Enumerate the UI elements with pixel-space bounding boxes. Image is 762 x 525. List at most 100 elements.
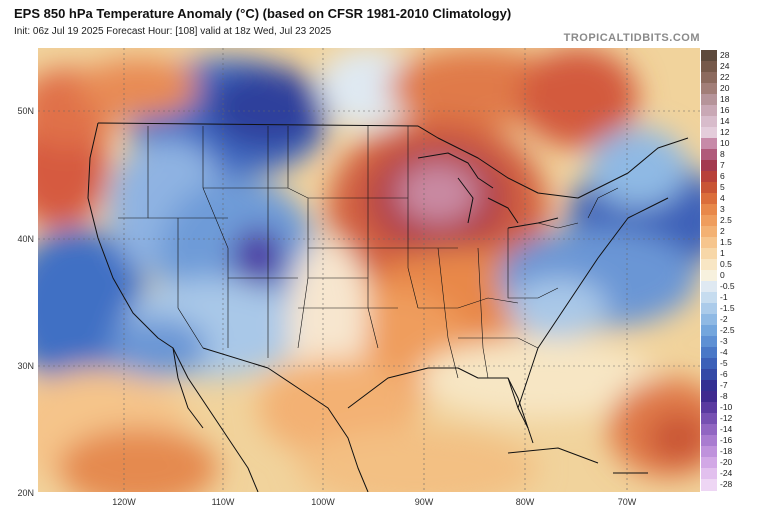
colorbar-swatch — [701, 171, 717, 183]
colorbar-label: -2.5 — [720, 325, 735, 335]
colorbar-swatch — [701, 160, 717, 172]
colorbar-label: -7 — [720, 380, 728, 390]
colorbar-swatch — [701, 94, 717, 106]
colorbar-label: 3 — [720, 204, 725, 214]
anomaly-map — [38, 48, 700, 492]
colorbar-swatch — [701, 193, 717, 205]
colorbar-swatch — [701, 336, 717, 348]
colorbar-swatch — [701, 314, 717, 326]
lon-label-70w: 70W — [617, 497, 637, 507]
colorbar-swatch — [701, 50, 717, 62]
colorbar-swatch — [701, 457, 717, 469]
colorbar-label: -1.5 — [720, 303, 735, 313]
colorbar-label: 1 — [720, 248, 725, 258]
colorbar-label: -5 — [720, 358, 728, 368]
colorbar-swatch — [701, 303, 717, 315]
colorbar-label: -2 — [720, 314, 728, 324]
colorbar-swatch — [701, 369, 717, 381]
colorbar-swatch — [701, 226, 717, 238]
map-subtitle: Init: 06z Jul 19 2025 Forecast Hour: [10… — [14, 26, 332, 37]
colorbar-label: -10 — [720, 402, 733, 412]
colorbar-label: -1 — [720, 292, 728, 302]
colorbar-swatch — [701, 72, 717, 84]
colorbar-swatch — [701, 435, 717, 447]
lon-label-90w: 90W — [414, 497, 434, 507]
colorbar-swatch — [701, 281, 717, 293]
graticule — [38, 48, 700, 492]
colorbar-swatch — [701, 259, 717, 271]
colorbar-label: 18 — [720, 94, 730, 104]
colorbar-label: -6 — [720, 369, 728, 379]
colorbar-swatch — [701, 237, 717, 249]
colorbar-label: 24 — [720, 61, 730, 71]
colorbar-label: 4 — [720, 193, 725, 203]
colorbar-label: 0 — [720, 270, 725, 280]
coastlines — [87, 122, 689, 492]
colorbar-swatch — [701, 292, 717, 304]
brand-watermark: TROPICALTIDBITS.COM — [563, 32, 700, 44]
state-borders — [118, 126, 619, 379]
colorbar-label: 16 — [720, 105, 730, 115]
colorbar-label: -24 — [720, 468, 733, 478]
colorbar-label: -8 — [720, 391, 728, 401]
colorbar-swatch — [701, 358, 717, 370]
colorbar-label: 1.5 — [720, 237, 732, 247]
colorbar-swatch — [701, 380, 717, 392]
colorbar-label: 22 — [720, 72, 730, 82]
colorbar-label: 2.5 — [720, 215, 732, 225]
colorbar-swatch — [701, 204, 717, 216]
colorbar-label: 10 — [720, 138, 730, 148]
colorbar-swatch — [701, 149, 717, 161]
colorbar-label: 7 — [720, 160, 725, 170]
colorbar-swatch — [701, 347, 717, 359]
lat-label-20n: 20N — [17, 488, 34, 498]
lat-label-50n: 50N — [17, 106, 34, 116]
colorbar-swatch — [701, 116, 717, 128]
map-title: EPS 850 hPa Temperature Anomaly (°C) (ba… — [14, 6, 512, 21]
colorbar-label: 28 — [720, 50, 730, 60]
lat-label-40n: 40N — [17, 234, 34, 244]
colorbar-label: -16 — [720, 435, 733, 445]
lon-label-100w: 100W — [311, 497, 335, 507]
lon-label-80w: 80W — [515, 497, 535, 507]
colorbar — [701, 50, 717, 491]
lon-label-110w: 110W — [211, 497, 235, 507]
colorbar-label: 12 — [720, 127, 730, 137]
colorbar-label: -20 — [720, 457, 733, 467]
colorbar-swatch — [701, 61, 717, 73]
colorbar-swatch — [701, 391, 717, 403]
colorbar-swatch — [701, 127, 717, 139]
colorbar-swatch — [701, 83, 717, 95]
anomaly-field — [38, 48, 700, 492]
colorbar-label: 5 — [720, 182, 725, 192]
colorbar-swatch — [701, 138, 717, 150]
colorbar-label: 2 — [720, 226, 725, 236]
colorbar-label: -18 — [720, 446, 733, 456]
colorbar-swatch — [701, 105, 717, 117]
colorbar-label: -14 — [720, 424, 733, 434]
colorbar-label: 0.5 — [720, 259, 732, 269]
colorbar-label: -4 — [720, 347, 728, 357]
colorbar-label: -12 — [720, 413, 733, 423]
colorbar-swatch — [701, 325, 717, 337]
colorbar-swatch — [701, 479, 717, 491]
lat-label-30n: 30N — [17, 361, 34, 371]
colorbar-label: -0.5 — [720, 281, 735, 291]
colorbar-label: -3 — [720, 336, 728, 346]
colorbar-swatch — [701, 248, 717, 260]
colorbar-swatch — [701, 424, 717, 436]
colorbar-label: 14 — [720, 116, 730, 126]
colorbar-swatch — [701, 413, 717, 425]
colorbar-swatch — [701, 402, 717, 414]
colorbar-label: -28 — [720, 479, 733, 489]
colorbar-label: 8 — [720, 149, 725, 159]
map-svg — [38, 48, 700, 492]
colorbar-swatch — [701, 468, 717, 480]
colorbar-label: 6 — [720, 171, 725, 181]
colorbar-swatch — [701, 182, 717, 194]
colorbar-label: 20 — [720, 83, 730, 93]
colorbar-swatch — [701, 446, 717, 458]
colorbar-swatch — [701, 270, 717, 282]
lon-label-120w: 120W — [112, 497, 136, 507]
colorbar-swatch — [701, 215, 717, 227]
